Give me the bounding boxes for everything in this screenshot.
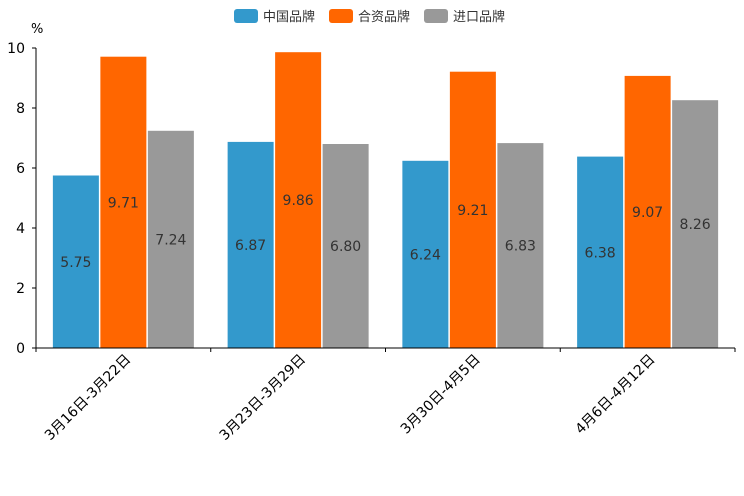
- legend-swatch-1: [234, 9, 258, 23]
- legend-label-1: 中国品牌: [263, 9, 315, 25]
- bar-label-4-2: 9.07: [632, 205, 663, 221]
- bar-label-3-1: 6.24: [410, 247, 441, 263]
- bar-2-2: [275, 52, 322, 348]
- bar-label-1-3: 7.24: [155, 232, 186, 248]
- x-category-label-4: 4月6日-4月12日: [572, 352, 658, 438]
- bars: [52, 52, 719, 349]
- legend-label-2: 合资品牌: [358, 9, 410, 25]
- x-category-label-3: 3月30日-4月5日: [398, 352, 484, 438]
- bar-1-1: [52, 175, 99, 348]
- bar-label-1-2: 9.71: [108, 195, 139, 211]
- bar-4-1: [577, 156, 624, 348]
- bar-label-4-1: 6.38: [585, 245, 616, 261]
- legend-swatch-3: [424, 9, 448, 23]
- bar-label-1-1: 5.75: [60, 255, 91, 271]
- y-tick-label-2: 2: [16, 281, 25, 297]
- legend-swatch-2: [329, 9, 353, 23]
- bar-label-4-3: 8.26: [680, 217, 711, 233]
- y-tick-label-6: 6: [16, 161, 25, 177]
- x-category-label-1: 3月16日-3月22日: [42, 352, 134, 444]
- y-axis-unit-label: %: [31, 22, 43, 37]
- y-tick-label-0: 0: [16, 341, 25, 357]
- bar-label-2-3: 6.80: [330, 239, 361, 255]
- bar-3-3: [497, 143, 544, 348]
- bar-labels: 5.75 9.71 7.24 6.87 9.86 6.80 6.24 9.21 6.83 6.38…: [60, 193, 711, 271]
- y-tick-label-4: 4: [16, 221, 25, 237]
- legend-label-3: 进口品牌: [453, 9, 505, 25]
- bar-4-2: [624, 75, 671, 349]
- bar-label-2-2: 9.86: [283, 193, 314, 209]
- legend: 中国品牌 合资品牌 进口品牌: [234, 9, 505, 25]
- y-axis: 0 2 4 6 8 10: [7, 41, 37, 357]
- bar-label-3-2: 9.21: [457, 203, 488, 219]
- bar-3-1: [402, 160, 449, 348]
- bar-2-1: [227, 141, 274, 348]
- y-tick-label-10: 10: [7, 41, 25, 57]
- bar-3-2: [449, 71, 496, 348]
- bar-label-2-1: 6.87: [235, 238, 266, 254]
- x-category-label-2: 3月23日-3月29日: [217, 352, 309, 444]
- y-tick-label-8: 8: [16, 101, 25, 117]
- bar-1-2: [100, 56, 147, 348]
- bar-2-3: [322, 144, 369, 348]
- bar-4-3: [672, 100, 719, 348]
- bar-1-3: [147, 130, 194, 348]
- x-axis: 3月16日-3月22日 3月23日-3月29日 3月30日-4月5日 4月6日-4月1…: [35, 347, 736, 444]
- bar-label-3-3: 6.83: [505, 239, 536, 255]
